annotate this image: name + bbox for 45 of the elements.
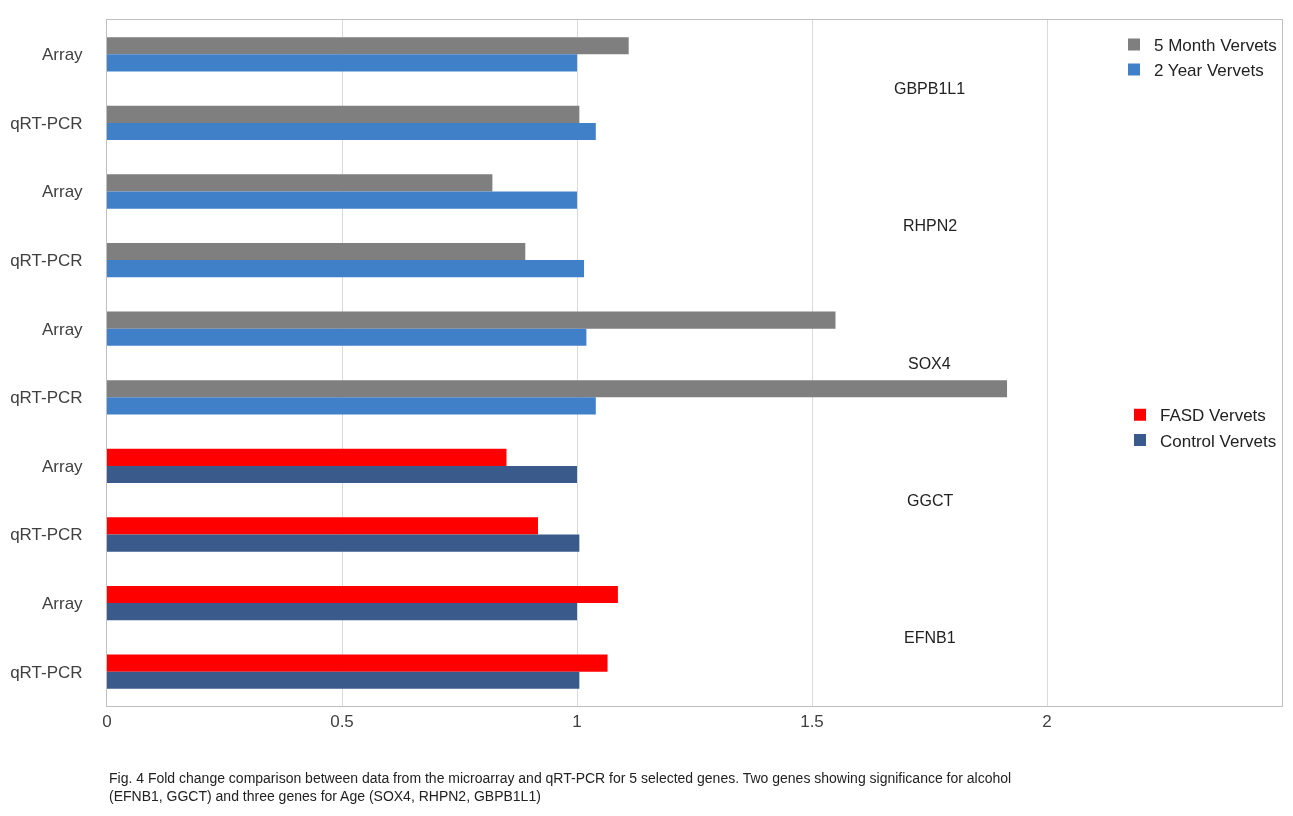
bar	[107, 380, 1008, 398]
y-tick-label: Array	[41, 456, 84, 476]
bar	[107, 191, 577, 209]
x-tick-label: 1	[572, 712, 582, 732]
bar	[107, 242, 526, 261]
bar	[107, 534, 580, 552]
x-tick-label: 2	[1042, 712, 1052, 732]
y-tick-label: Array	[41, 594, 84, 614]
x-tick-label: 0.5	[330, 712, 354, 732]
legend-label: 5 Month Vervets	[1154, 36, 1277, 56]
legend-label: 2 Year Vervets	[1154, 61, 1264, 81]
bar	[107, 54, 577, 72]
y-tick-label: qRT-PCR	[10, 525, 83, 545]
bar	[107, 671, 580, 689]
annotation: EFNB1	[904, 629, 956, 646]
bar	[107, 654, 608, 672]
y-tick-label: qRT-PCR	[10, 388, 83, 408]
bar	[107, 465, 577, 484]
bar	[107, 105, 580, 123]
bar	[107, 585, 618, 604]
bar	[107, 603, 577, 621]
legend-label: FASD Vervets	[1160, 406, 1266, 426]
bar	[107, 174, 493, 192]
caption: Fig. 4 Fold change comparison between data from the microarray and qRT-PCR for 5 selected genes. Two genes showing significance for alcohol (EFNB1, GGCT) and three genes for Age (SOX4, RHPN2, GBPB1L1)	[109, 770, 1012, 805]
annotation: GGCT	[907, 492, 954, 509]
bar	[107, 328, 587, 346]
y-tick-label: Array	[41, 182, 84, 202]
bar	[107, 517, 538, 535]
x-tick-label: 1.5	[800, 712, 824, 732]
legend-label: Control Vervets	[1160, 431, 1277, 451]
annotation: GBPB1L1	[894, 80, 966, 97]
annotation: SOX4	[908, 355, 951, 372]
annotation: RHPN2	[903, 217, 958, 234]
y-tick-label: Array	[41, 319, 84, 339]
y-tick-label: qRT-PCR	[10, 662, 83, 682]
bar	[107, 122, 596, 141]
y-tick-label: qRT-PCR	[10, 251, 83, 271]
bar	[107, 397, 596, 415]
bar	[107, 260, 585, 278]
bar	[107, 448, 507, 466]
bar	[107, 37, 629, 55]
y-tick-label: qRT-PCR	[10, 113, 83, 133]
x-tick-label: 0	[102, 712, 112, 732]
bar	[107, 311, 836, 329]
y-tick-label: Array	[41, 45, 84, 65]
